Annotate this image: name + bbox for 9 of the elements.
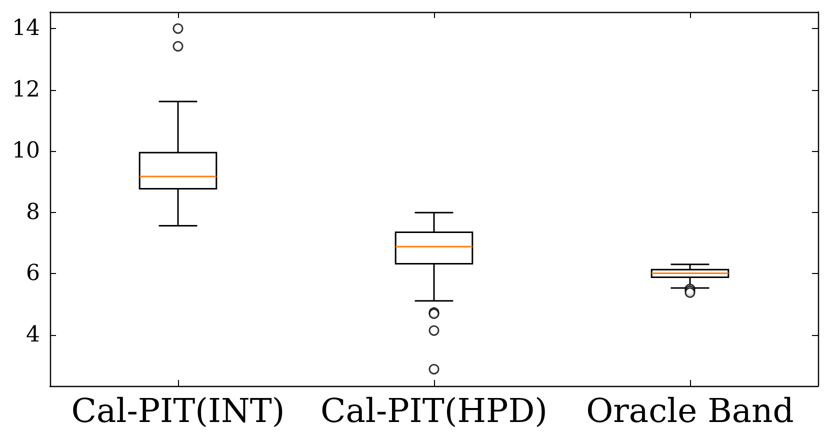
y-tick-label: 4 [26, 322, 40, 348]
y-tick-label: 6 [26, 261, 40, 286]
y-tick-label: 10 [12, 138, 40, 164]
x-tick-label: Cal-PIT(HPD) [320, 391, 548, 430]
y-tick-label: 12 [12, 77, 40, 102]
y-tick-label: 14 [12, 16, 40, 42]
x-tick-label: Oracle Band [586, 391, 794, 430]
x-tick-label: Cal-PIT(INT) [71, 391, 285, 430]
y-tick-label: 8 [26, 200, 40, 225]
